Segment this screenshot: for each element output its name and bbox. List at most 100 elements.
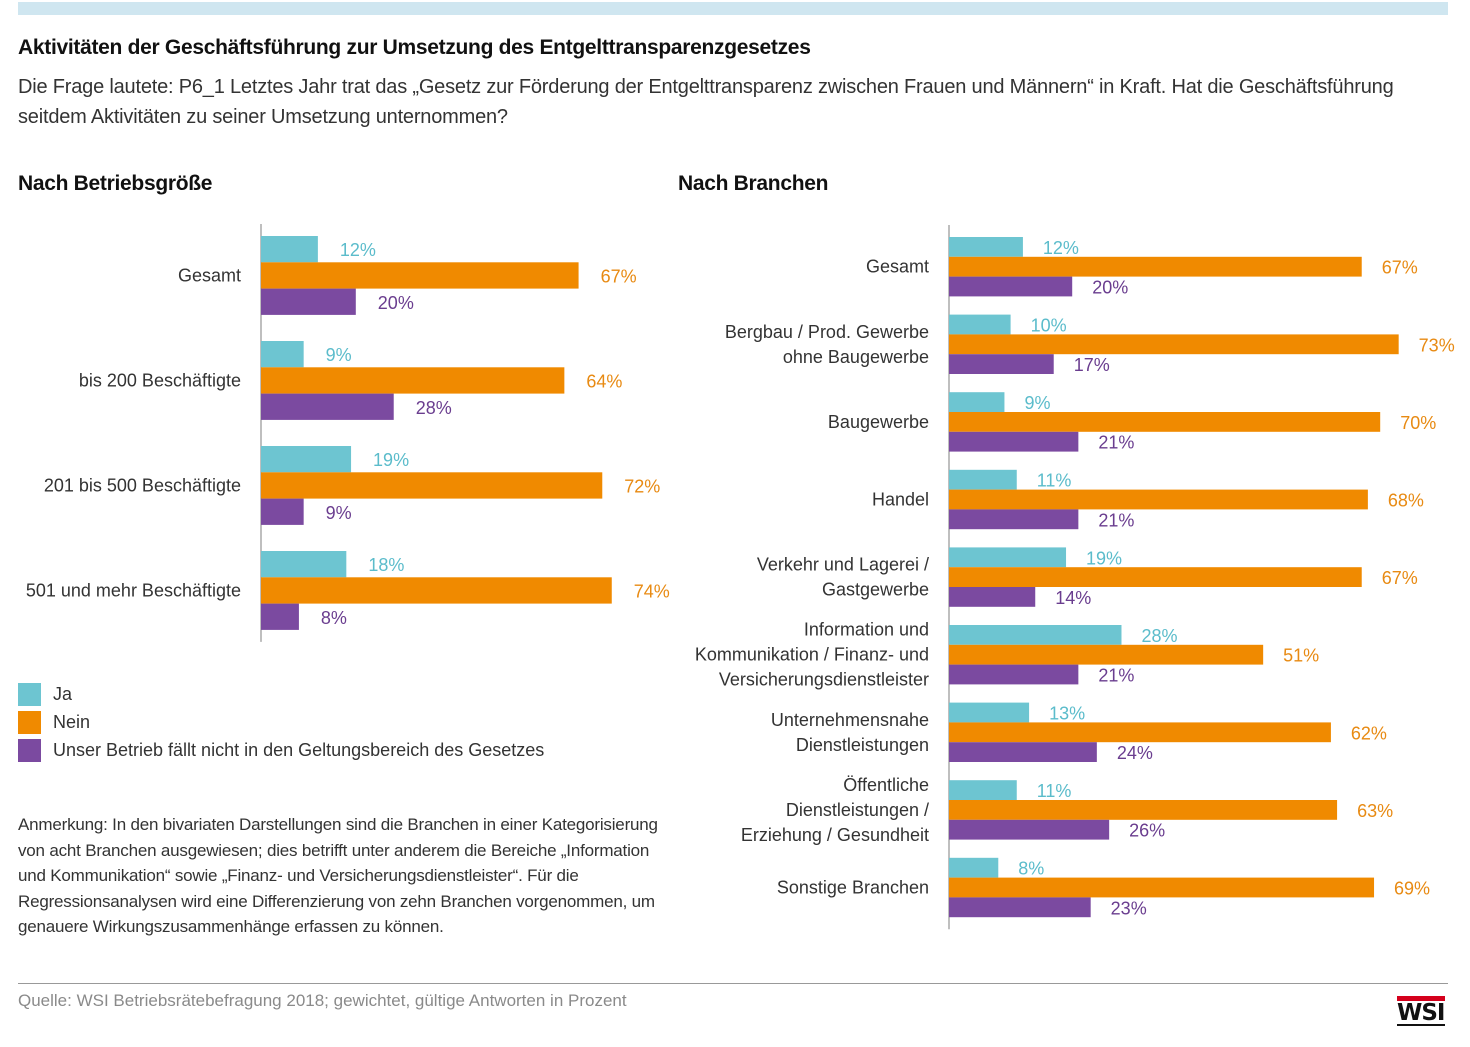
bar-nein: [949, 877, 1375, 898]
bar-nicht-betroffen: [949, 742, 1097, 762]
value-label-nicht-betroffen: 14%: [1055, 588, 1091, 608]
category-label: Information und: [804, 620, 929, 640]
value-label-nein: 67%: [1382, 568, 1418, 588]
chart-1-title: Nach Betriebsgröße: [18, 172, 213, 195]
wsi-logo-text: WSI: [1397, 1000, 1445, 1026]
bar-ja: [949, 314, 1011, 335]
value-label-ja: 8%: [1018, 859, 1044, 879]
wsi-logo-underline: [1397, 1024, 1445, 1026]
value-label-ja: 13%: [1049, 704, 1085, 724]
category-label: Gesamt: [866, 257, 929, 277]
value-label-nein: 73%: [1419, 335, 1455, 355]
legend-item-nicht-betroffen: Unser Betrieb fällt nicht in den Geltung…: [18, 736, 544, 764]
bar-nicht-betroffen: [949, 897, 1091, 918]
chart-2-title: Nach Branchen: [678, 172, 829, 195]
value-label-nicht-betroffen: 21%: [1098, 510, 1134, 530]
value-label-ja: 9%: [326, 345, 352, 365]
value-label-nein: 64%: [586, 371, 622, 391]
category-label: Öffentliche: [843, 775, 929, 795]
bar-nicht-betroffen: [261, 498, 304, 525]
wsi-logo-bar: [1397, 996, 1445, 1001]
value-label-nein: 68%: [1388, 491, 1424, 511]
category-label: 201 bis 500 Beschäftigte: [44, 475, 241, 495]
bar-ja: [949, 392, 1005, 412]
bar-nein: [949, 256, 1362, 277]
value-label-nicht-betroffen: 17%: [1074, 355, 1110, 375]
value-label-ja: 9%: [1024, 393, 1050, 413]
bar-nicht-betroffen: [949, 664, 1079, 685]
category-label: Verkehr und Lagerei /: [757, 555, 929, 575]
category-label: bis 200 Beschäftigte: [79, 370, 241, 390]
bar-nein: [261, 577, 612, 604]
legend-swatch-ja: [18, 682, 41, 706]
top-accent-bar: [18, 2, 1448, 15]
category-label: Gesamt: [178, 265, 241, 285]
value-label-nein: 70%: [1400, 413, 1436, 433]
value-label-ja: 19%: [1086, 548, 1122, 568]
value-label-nein: 74%: [634, 581, 670, 601]
category-label: 501 und mehr Beschäftigte: [26, 580, 241, 600]
legend-swatch-nein: [18, 710, 41, 734]
legend-item-ja: Ja: [18, 680, 544, 708]
category-label: Erziehung / Gesundheit: [741, 825, 929, 845]
value-label-nein: 51%: [1283, 646, 1319, 666]
chart-betriebsgroesse: Gesamt 12% 67% 20% bis 200 Beschäftigte 9% 64%…: [26, 224, 670, 642]
bar-ja: [949, 702, 1030, 723]
bar-ja: [949, 625, 1122, 645]
bar-ja: [949, 237, 1023, 257]
legend-label-nicht-betroffen: Unser Betrieb fällt nicht in den Geltung…: [53, 739, 545, 760]
value-label-nein: 72%: [624, 476, 660, 496]
category-label: Sonstige Branchen: [777, 878, 929, 898]
legend-label-ja: Ja: [53, 683, 73, 704]
bar-ja: [949, 547, 1067, 568]
bar-nein: [949, 722, 1331, 743]
value-label-nein: 62%: [1351, 723, 1387, 743]
bar-nein: [261, 472, 603, 499]
bar-nicht-betroffen: [949, 431, 1079, 452]
annotation-note: Anmerkung: In den bivariaten Darstellung…: [18, 815, 658, 936]
bar-nicht-betroffen: [949, 587, 1036, 607]
category-label: Handel: [872, 490, 929, 510]
value-label-ja: 10%: [1031, 316, 1067, 336]
bar-nein: [949, 567, 1362, 587]
value-label-nicht-betroffen: 21%: [1098, 666, 1134, 686]
bar-ja: [261, 341, 304, 368]
bar-ja: [261, 236, 318, 263]
value-label-ja: 19%: [373, 450, 409, 470]
value-label-nein: 67%: [601, 266, 637, 286]
value-label-nein: 69%: [1394, 879, 1430, 899]
value-label-ja: 18%: [368, 555, 404, 575]
bar-ja: [261, 446, 352, 473]
bar-nicht-betroffen: [949, 819, 1110, 840]
category-label: ohne Baugewerbe: [783, 347, 929, 367]
value-label-ja: 11%: [1037, 781, 1072, 801]
bar-ja: [949, 780, 1017, 800]
category-label: Bergbau / Prod. Gewerbe: [725, 322, 929, 342]
bar-nein: [261, 262, 579, 289]
bar-nein: [261, 367, 565, 394]
chart-branchen: Gesamt 12% 67% 20% Bergbau / Prod. Gewerbe oh…: [695, 225, 1455, 930]
bar-ja: [949, 857, 999, 878]
bar-nein: [949, 412, 1381, 432]
bar-nein: [949, 800, 1338, 820]
category-label: Versicherungsdienstleister: [719, 670, 929, 690]
category-label: Baugewerbe: [828, 412, 929, 432]
bar-nicht-betroffen: [261, 393, 394, 420]
legend: Ja Nein Unser Betrieb fällt nicht in den…: [18, 680, 544, 764]
legend-item-nein: Nein: [18, 708, 544, 736]
footer-divider: [18, 983, 1448, 984]
value-label-nicht-betroffen: 8%: [321, 608, 347, 628]
legend-label-nein: Nein: [53, 711, 91, 732]
bar-ja: [949, 469, 1017, 490]
bar-nicht-betroffen: [949, 276, 1073, 297]
chart-title: Aktivitäten der Geschäftsführung zur Ums…: [18, 36, 811, 59]
value-label-nein: 67%: [1382, 258, 1418, 278]
bar-nein: [949, 334, 1399, 355]
bar-nein: [949, 644, 1264, 665]
value-label-nein: 63%: [1357, 801, 1393, 821]
question-text: Die Frage lautete: P6_1 Letztes Jahr tra…: [18, 76, 1394, 128]
value-label-ja: 12%: [1043, 238, 1079, 258]
value-label-ja: 12%: [340, 240, 376, 260]
value-label-nicht-betroffen: 9%: [326, 503, 352, 523]
category-label: Kommunikation / Finanz- und: [695, 645, 929, 665]
